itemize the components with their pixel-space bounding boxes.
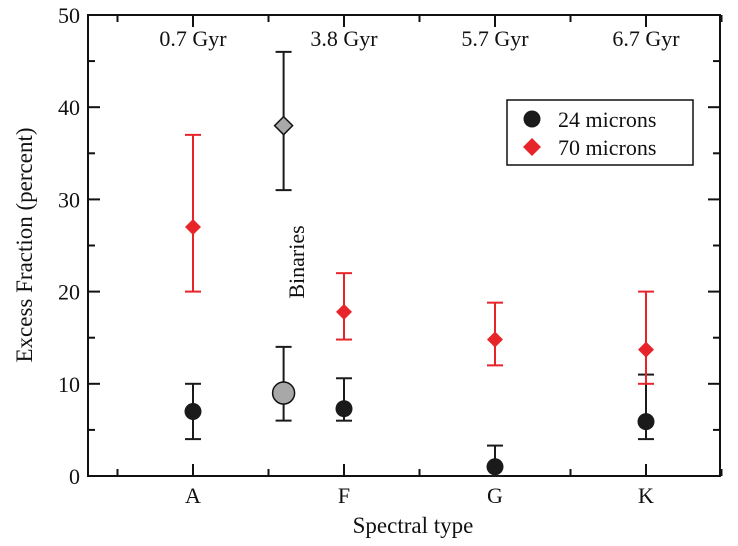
- age-label: 0.7 Gyr: [159, 26, 227, 51]
- age-labels: 0.7 Gyr 3.8 Gyr 5.7 Gyr 6.7 Gyr: [159, 26, 680, 51]
- data-point-circle: [271, 381, 296, 405]
- y-tick-label: 20: [58, 280, 80, 305]
- legend: 24 microns 70 microns: [506, 99, 694, 166]
- y-tick-labels: 0 10 20 30 40 50: [58, 3, 80, 489]
- data-marks: [184, 50, 655, 477]
- data-point-circle: [184, 402, 202, 420]
- age-label: 5.7 Gyr: [461, 26, 529, 51]
- data-point-circle: [637, 413, 655, 431]
- data-point-circle: [486, 458, 504, 476]
- x-tick-label: F: [338, 483, 350, 508]
- y-tick-label: 0: [69, 464, 80, 489]
- y-tick-label: 30: [58, 187, 80, 212]
- y-tick-label: 10: [58, 372, 80, 397]
- legend-label-70-microns: 70 microns: [558, 135, 656, 160]
- x-tick-label: A: [185, 483, 201, 508]
- binaries-annotation: Binaries: [284, 225, 309, 298]
- axis-ticks: [88, 14, 723, 477]
- data-point-diamond: [487, 331, 503, 348]
- legend-marker-70-microns: [523, 138, 541, 156]
- y-tick-label: 40: [58, 95, 80, 120]
- data-point-diamond: [185, 219, 201, 236]
- data-point-diamond: [638, 341, 654, 358]
- y-tick-label: 50: [58, 3, 80, 28]
- x-axis-title: Spectral type: [353, 513, 474, 538]
- age-label: 6.7 Gyr: [612, 26, 680, 51]
- data-point-circle: [335, 400, 353, 418]
- age-label: 3.8 Gyr: [310, 26, 378, 51]
- legend-label-24-microns: 24 microns: [558, 107, 656, 132]
- plot-frame: [87, 14, 721, 477]
- legend-box: [506, 99, 694, 166]
- data-point-diamond: [273, 115, 294, 136]
- x-tick-label: K: [638, 483, 654, 508]
- legend-marker-24-microns: [523, 110, 541, 128]
- data-point-diamond: [336, 303, 352, 320]
- x-tick-label: G: [487, 483, 503, 508]
- y-axis-title: Excess Fraction (percent): [12, 127, 37, 362]
